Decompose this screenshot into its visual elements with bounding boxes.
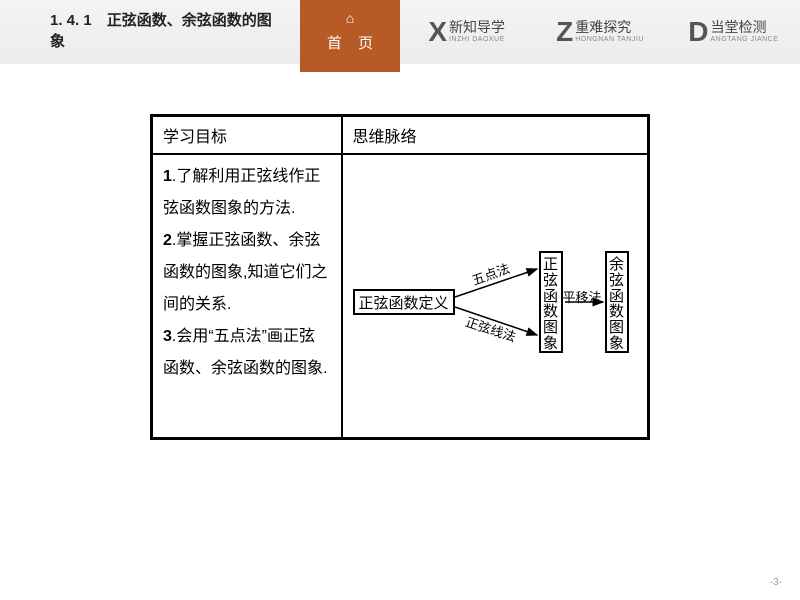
flow-node-def: 正弦函数定义 <box>353 289 455 315</box>
objectives-cell: 1.了解利用正弦线作正弦函数图象的方法. 2.掌握正弦函数、余弦函数的图象,知道… <box>152 154 342 439</box>
tab-en: ANGTANG JIANCE <box>710 36 778 44</box>
objective-num: 2 <box>163 232 172 249</box>
section-title: 1. 4. 1 正弦函数、余弦函数的图象 <box>0 0 300 64</box>
nav-tab-xinzhi[interactable]: X 新知导学 INZHI DAOXUE <box>400 0 533 64</box>
nav-tab-zhongnan[interactable]: Z 重难探究 HONGNAN TANJIU <box>533 0 666 64</box>
home-label: 首 页 <box>300 32 400 53</box>
page-number: -3- <box>770 577 782 588</box>
objective-item: 1.了解利用正弦线作正弦函数图象的方法. <box>163 161 331 225</box>
tab-text: 重难探究 HONGNAN TANJIU <box>575 20 644 43</box>
tab-text: 新知导学 INZHI DAOXUE <box>449 20 505 43</box>
objective-text: .了解利用正弦线作正弦函数图象的方法. <box>163 168 320 217</box>
nav-home-tab[interactable]: ⌂ 首 页 <box>300 0 400 72</box>
top-navbar: 1. 4. 1 正弦函数、余弦函数的图象 ⌂ 首 页 X 新知导学 INZHI … <box>0 0 800 64</box>
tab-en: INZHI DAOXUE <box>449 36 505 44</box>
tab-letter: Z <box>556 16 573 48</box>
flow-edge-label-shift: 平移法 <box>563 287 602 306</box>
objective-text: .会用“五点法”画正弦函数、余弦函数的图象. <box>163 328 327 377</box>
flow-node-cos: 余弦函数图象 <box>605 251 629 353</box>
content-area: 学习目标 思维脉络 1.了解利用正弦线作正弦函数图象的方法. 2.掌握正弦函数、… <box>0 64 800 440</box>
nav-tab-dangtang[interactable]: D 当堂检测 ANGTANG JIANCE <box>667 0 800 64</box>
objective-item: 2.掌握正弦函数、余弦函数的图象,知道它们之间的关系. <box>163 225 331 321</box>
tab-cn: 当堂检测 <box>710 20 778 35</box>
tab-cn: 重难探究 <box>575 20 644 35</box>
col-header-mindmap: 思维脉络 <box>342 116 649 155</box>
objective-text: .掌握正弦函数、余弦函数的图象,知道它们之间的关系. <box>163 232 327 313</box>
flow-diagram: 正弦函数定义正弦函数图象余弦函数图象 五点法正弦线法平移法 <box>353 161 633 431</box>
objective-num: 1 <box>163 168 172 185</box>
tab-en: HONGNAN TANJIU <box>575 36 644 44</box>
objective-num: 3 <box>163 328 172 345</box>
tab-text: 当堂检测 ANGTANG JIANCE <box>710 20 778 43</box>
flow-node-sin: 正弦函数图象 <box>539 251 563 353</box>
col-header-objectives: 学习目标 <box>152 116 342 155</box>
objective-item: 3.会用“五点法”画正弦函数、余弦函数的图象. <box>163 321 331 385</box>
learning-table: 学习目标 思维脉络 1.了解利用正弦线作正弦函数图象的方法. 2.掌握正弦函数、… <box>150 114 650 440</box>
tab-letter: X <box>428 16 447 48</box>
tab-cn: 新知导学 <box>449 20 505 35</box>
home-icon: ⌂ <box>300 10 400 26</box>
mindmap-cell: 正弦函数定义正弦函数图象余弦函数图象 五点法正弦线法平移法 <box>342 154 649 439</box>
tab-letter: D <box>688 16 708 48</box>
